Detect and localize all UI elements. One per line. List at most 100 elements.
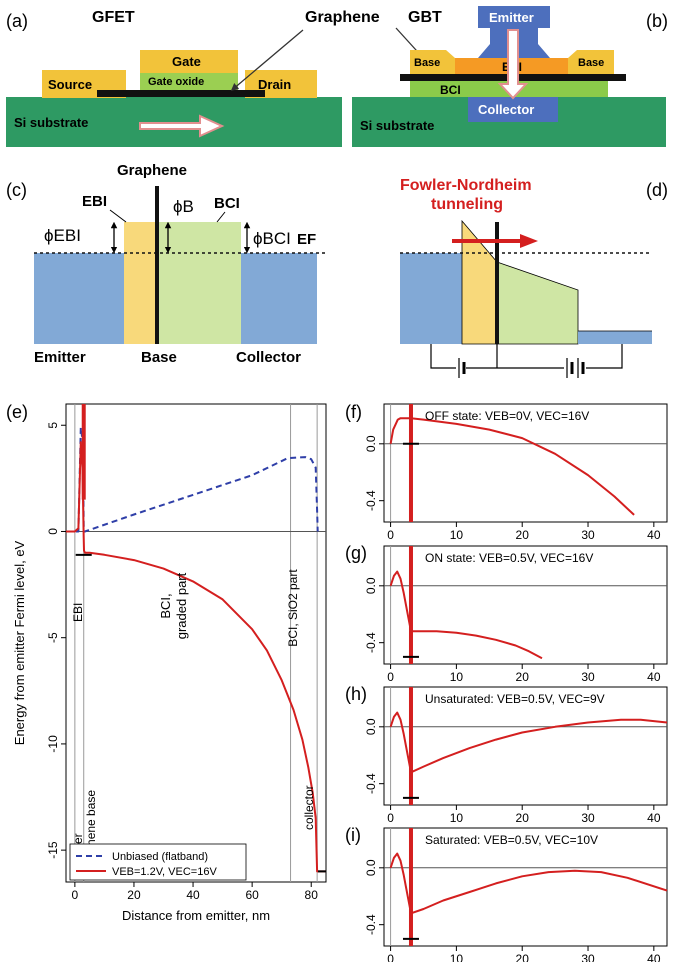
panel-a-title: GFET: [92, 9, 135, 26]
f-xtick-label: 0: [387, 528, 394, 542]
e-ytick-label: 0: [46, 528, 60, 535]
i-ytick-label: -0.4: [364, 914, 378, 935]
g-xtick-label: 10: [450, 670, 464, 684]
a-arrow-right-icon: [139, 114, 225, 138]
a-gate-oxide: [140, 72, 238, 90]
a-graphene-pointer: [230, 29, 304, 92]
h-xtick-label: 20: [516, 811, 530, 825]
b-bci-label: BCI: [440, 83, 461, 97]
panel-g-letter: (g): [345, 543, 367, 563]
i-xtick-label: 20: [516, 952, 530, 962]
i-xtick-label: 30: [581, 952, 595, 962]
d-graphene-bar: [495, 222, 499, 344]
h-plot-frame: [383, 686, 668, 806]
c-bci-label: BCI: [214, 195, 240, 212]
i-xtick-label: 0: [387, 952, 394, 962]
e-legend: [69, 843, 247, 881]
b-emitter-label: Emitter: [489, 10, 534, 25]
e-legend-label-biased: VEB=1.2V, VEC=16V: [112, 866, 217, 878]
c-emitter-band: [34, 253, 124, 344]
a-gate-label: Gate: [172, 54, 201, 69]
c-bci-band: [157, 222, 241, 344]
c-ef-label: EF: [297, 231, 316, 248]
a-drain-label: Drain: [258, 77, 291, 92]
e-xtick-label: 80: [305, 888, 319, 902]
d-bci-band: [496, 261, 579, 345]
c-collector-label: Collector: [236, 349, 301, 366]
e-region-bci-graded-1: BCI,: [158, 593, 173, 618]
a-source-label: Source: [48, 77, 92, 92]
panel-c: (c) Graphene ϕB ϕEBI ϕBCI EBI BCI EF Emi…: [6, 162, 327, 366]
panel-d: (d) Fowler-Nordheim tunneling: [400, 177, 668, 378]
g-state-label: ON state: VEB=0.5V, VEC=16V: [425, 551, 593, 565]
c-graphene-bar: [155, 186, 159, 344]
f-ytick-label: 0.0: [364, 435, 378, 452]
i-ytick-label: 0.0: [364, 859, 378, 876]
graphene-callout-label: Graphene: [305, 9, 380, 26]
g-series-biased-line: [389, 570, 543, 660]
panel-d-letter: (d): [646, 180, 668, 200]
e-ytick-label: 5: [46, 422, 60, 429]
e-region-ebi: EBI: [71, 603, 85, 622]
d-battery-1-gap: [456, 362, 466, 374]
c-bci-pointer: [216, 211, 226, 223]
e-plot-frame: [65, 403, 327, 883]
e-xtick-label: 60: [245, 888, 259, 902]
b-arrow-down-icon: [497, 29, 529, 100]
panel-i: (i) 0 10 20 30 40 0.0 -0.4 Saturated: VEB=0.5V…: [345, 825, 668, 962]
d-tunneling-arrow-icon: [520, 234, 538, 248]
f-xtick-label: 20: [516, 528, 530, 542]
h-xtick-label: 40: [647, 811, 661, 825]
e-xtick-label: 20: [127, 888, 141, 902]
panel-f: (f) 0 10 20 30 40 0.0 -0.4 OFF state: VEB=0V, …: [345, 402, 668, 542]
e-xtick-label: 0: [72, 888, 79, 902]
c-phi-bci-label: ϕBCI: [253, 229, 291, 248]
c-collector-band: [241, 253, 317, 344]
g-plot-content: 0 10 20 30 40 0.0 -0.4: [364, 546, 667, 684]
d-emitter-band: [400, 253, 462, 344]
g-ytick-label: -0.4: [364, 632, 378, 653]
i-state-label: Saturated: VEB=0.5V, VEC=10V: [425, 833, 598, 847]
h-ytick-label: 0.0: [364, 718, 378, 735]
h-xtick-label: 30: [581, 811, 595, 825]
panel-g: (g) 0 10 20 30 40 0.0 -0.4 ON state: VEB=0.5V,…: [345, 543, 668, 684]
a-graphene-layer: [97, 90, 265, 97]
e-series-unbiased-line: [66, 426, 319, 533]
panel-e-letter: (e): [6, 402, 28, 422]
g-xtick-label: 0: [387, 670, 394, 684]
b-base-left-label: Base: [414, 57, 440, 69]
panel-c-letter: (c): [6, 180, 27, 200]
f-state-label: OFF state: VEB=0V, VEC=16V: [425, 409, 589, 423]
f-series-biased-line: [389, 417, 635, 516]
panel-f-letter: (f): [345, 402, 362, 422]
a-gate-contact: [140, 50, 238, 73]
e-legend-label-unbiased: Unbiased (flatband): [112, 851, 208, 863]
c-phi-ebi-label: ϕEBI: [44, 226, 81, 245]
b-collector-contact: [468, 96, 558, 122]
f-plot-frame: [383, 403, 668, 523]
i-xtick-label: 40: [647, 952, 661, 962]
h-ytick-label: -0.4: [364, 773, 378, 794]
c-emitter-label: Emitter: [34, 349, 86, 366]
panel-e: (e) Energy from emitter Fermi level, eV …: [6, 402, 327, 923]
a-substrate-label: Si substrate: [14, 115, 88, 130]
d-title-line2: tunneling: [431, 196, 503, 213]
b-collector-label: Collector: [478, 102, 534, 117]
e-region-collector: collector: [302, 785, 316, 830]
b-base-right-label: Base: [578, 57, 604, 69]
e-xlabel: Distance from emitter, nm: [122, 908, 270, 923]
e-region-bci-sio2: BCI, SiO2 part: [286, 569, 300, 647]
e-plot-content: 0 20 40 60 80 -15 -10 -5 0 5: [46, 404, 326, 902]
f-xtick-label: 40: [647, 528, 661, 542]
d-collector-band: [578, 331, 652, 344]
e-series-biased-line: [66, 441, 326, 873]
b-substrate-label: Si substrate: [360, 118, 434, 133]
i-xtick-label: 10: [450, 952, 464, 962]
panel-a-letter: (a): [6, 11, 28, 31]
c-ebi-pointer: [109, 209, 127, 223]
d-battery-2-gap: [564, 362, 586, 374]
e-ytick-label: -15: [46, 841, 60, 859]
a-gate-oxide-label: Gate oxide: [148, 76, 204, 88]
h-series-biased-line: [389, 711, 668, 774]
